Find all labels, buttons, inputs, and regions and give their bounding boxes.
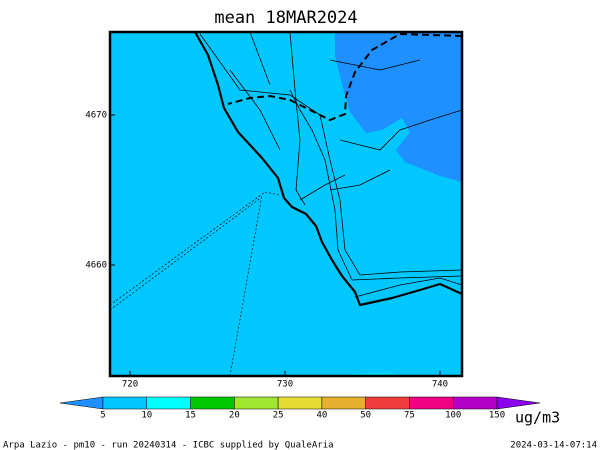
map-frame bbox=[108, 30, 464, 378]
colorbar-label: 50 bbox=[360, 411, 371, 421]
y-tick-label: 4670 bbox=[85, 110, 107, 120]
colorbar-extend bbox=[496, 396, 541, 410]
colorbar-segment bbox=[234, 396, 279, 410]
footer-left: Arpa Lazio - pm10 - run 20240314 - ICBC … bbox=[3, 441, 334, 450]
chart-title: mean 18MAR2024 bbox=[214, 8, 357, 28]
colorbar-segment bbox=[409, 396, 454, 410]
road bbox=[289, 89, 463, 281]
colorbar-label: 75 bbox=[404, 411, 415, 421]
colorbar-label: 15 bbox=[185, 411, 196, 421]
colorbar-segment bbox=[277, 396, 323, 410]
road bbox=[354, 277, 463, 298]
colorbar-segment bbox=[102, 396, 148, 410]
colorbar-label: 20 bbox=[229, 411, 240, 421]
colorbar-segment bbox=[365, 396, 410, 410]
x-tick-label: 730 bbox=[277, 380, 293, 390]
colorbar-label: 25 bbox=[273, 411, 284, 421]
x-tick-label: 720 bbox=[122, 380, 138, 390]
y-tick-label: 4660 bbox=[85, 260, 107, 270]
colorbar-segment bbox=[190, 396, 235, 410]
colorbar-label: 40 bbox=[316, 411, 327, 421]
coastline bbox=[194, 31, 463, 307]
colorbar-label: 150 bbox=[489, 411, 505, 421]
colorbar-segment bbox=[452, 396, 498, 410]
field-region bbox=[335, 32, 462, 182]
road bbox=[229, 31, 463, 206]
units-label: ug/m3 bbox=[515, 409, 560, 427]
map bbox=[108, 30, 464, 378]
colorbar-extend bbox=[59, 396, 104, 410]
colorbar-label: 5 bbox=[100, 411, 105, 421]
colorbar-segment bbox=[146, 396, 191, 410]
colorbar-segment bbox=[321, 396, 366, 410]
x-tick-label: 740 bbox=[432, 380, 448, 390]
footer-right: 2024-03-14-07:14 bbox=[510, 441, 597, 450]
route bbox=[109, 191, 281, 377]
border bbox=[227, 32, 463, 122]
colorbar-label: 10 bbox=[141, 411, 152, 421]
colorbar-label: 100 bbox=[445, 411, 461, 421]
